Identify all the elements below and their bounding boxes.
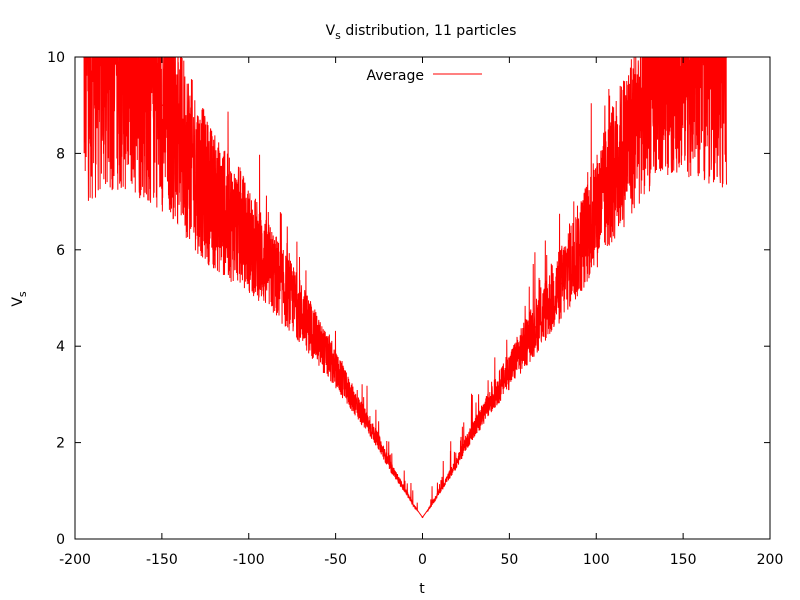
x-tick-label: 200 <box>757 552 784 568</box>
data-point <box>204 186 207 188</box>
legend: Average <box>367 68 482 84</box>
data-point <box>308 326 311 328</box>
data-point <box>360 412 363 415</box>
data-point <box>334 369 337 372</box>
data-point <box>135 75 137 78</box>
data-point <box>621 152 624 155</box>
data-point <box>239 224 241 227</box>
data-point <box>274 273 276 275</box>
data-point <box>369 427 372 429</box>
data-point <box>282 287 285 290</box>
data-point <box>595 210 598 213</box>
y-tick-label: 2 <box>56 436 65 452</box>
x-tick-label: 100 <box>583 552 610 568</box>
data-point <box>586 229 589 232</box>
x-tick-label: 0 <box>418 552 427 568</box>
data-point <box>213 200 215 203</box>
data-point <box>404 490 406 492</box>
data-point <box>126 65 128 68</box>
data-point <box>395 475 398 478</box>
data-point <box>152 94 154 97</box>
y-tick-label: 0 <box>56 532 65 548</box>
x-axis-label: t <box>419 581 425 597</box>
data-point <box>473 427 476 429</box>
x-tick-label: 150 <box>670 552 697 568</box>
x-tick-label: -100 <box>233 552 265 568</box>
data-point <box>578 249 580 251</box>
data-point <box>647 94 650 97</box>
data-point <box>300 311 302 314</box>
data-point <box>543 311 545 314</box>
data-point <box>656 80 658 82</box>
plot-frame <box>74 56 771 540</box>
data-point <box>664 65 667 68</box>
data-point <box>230 220 233 222</box>
data-point <box>161 104 163 106</box>
data-point <box>612 171 615 174</box>
data-point <box>265 263 267 266</box>
data-point <box>482 412 485 415</box>
data-point <box>508 369 511 372</box>
data-point <box>439 490 441 492</box>
data-point <box>430 504 432 507</box>
data-point <box>534 326 537 328</box>
data-point <box>378 441 380 444</box>
data-point <box>413 504 415 507</box>
data-point <box>317 340 320 343</box>
data-point <box>169 114 172 116</box>
x-tick-label: -150 <box>146 552 178 568</box>
y-tick-label: 8 <box>56 146 65 162</box>
ticks-layer: -200 -150 -100 -50 0 50 100 150 200 0 2 4 6 8 10 <box>47 50 783 568</box>
x-tick-label: 50 <box>500 552 518 568</box>
y-tick-label: 10 <box>47 50 65 66</box>
data-point <box>291 297 293 299</box>
data-point <box>178 133 181 135</box>
data-point <box>638 114 641 116</box>
y-axis-label: Vs <box>10 291 29 307</box>
data-point <box>187 152 189 155</box>
data-point <box>465 441 467 444</box>
data-point <box>326 355 328 357</box>
data-point <box>352 398 354 401</box>
data-point <box>517 355 519 357</box>
data-point <box>386 461 389 463</box>
data-point <box>552 297 554 299</box>
y-tick-label: 6 <box>56 243 65 259</box>
series-line-average <box>83 57 728 518</box>
data-point <box>343 383 346 386</box>
data-point <box>195 171 198 174</box>
data-point <box>456 461 459 463</box>
data-point <box>421 516 424 519</box>
x-tick-label: -50 <box>324 552 347 568</box>
data-point <box>560 282 563 285</box>
data-point <box>491 398 493 401</box>
data-point <box>569 263 571 266</box>
data-point <box>525 340 528 343</box>
data-point <box>247 239 250 241</box>
x-tick-label: -200 <box>59 552 91 568</box>
data-point <box>143 85 146 87</box>
data-point <box>447 475 450 478</box>
chart-title: Vs distribution, 11 particles <box>326 23 517 42</box>
data-point <box>630 133 632 135</box>
data-point <box>499 383 502 386</box>
legend-label-average: Average <box>367 68 425 84</box>
y-tick-label: 4 <box>56 339 65 355</box>
data-point <box>604 191 606 193</box>
data-point <box>256 249 259 251</box>
data-point <box>221 210 224 213</box>
